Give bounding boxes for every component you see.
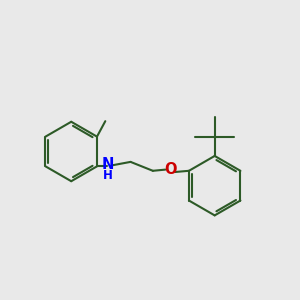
Text: O: O bbox=[164, 161, 176, 176]
Text: H: H bbox=[103, 169, 113, 182]
Text: N: N bbox=[102, 157, 115, 172]
